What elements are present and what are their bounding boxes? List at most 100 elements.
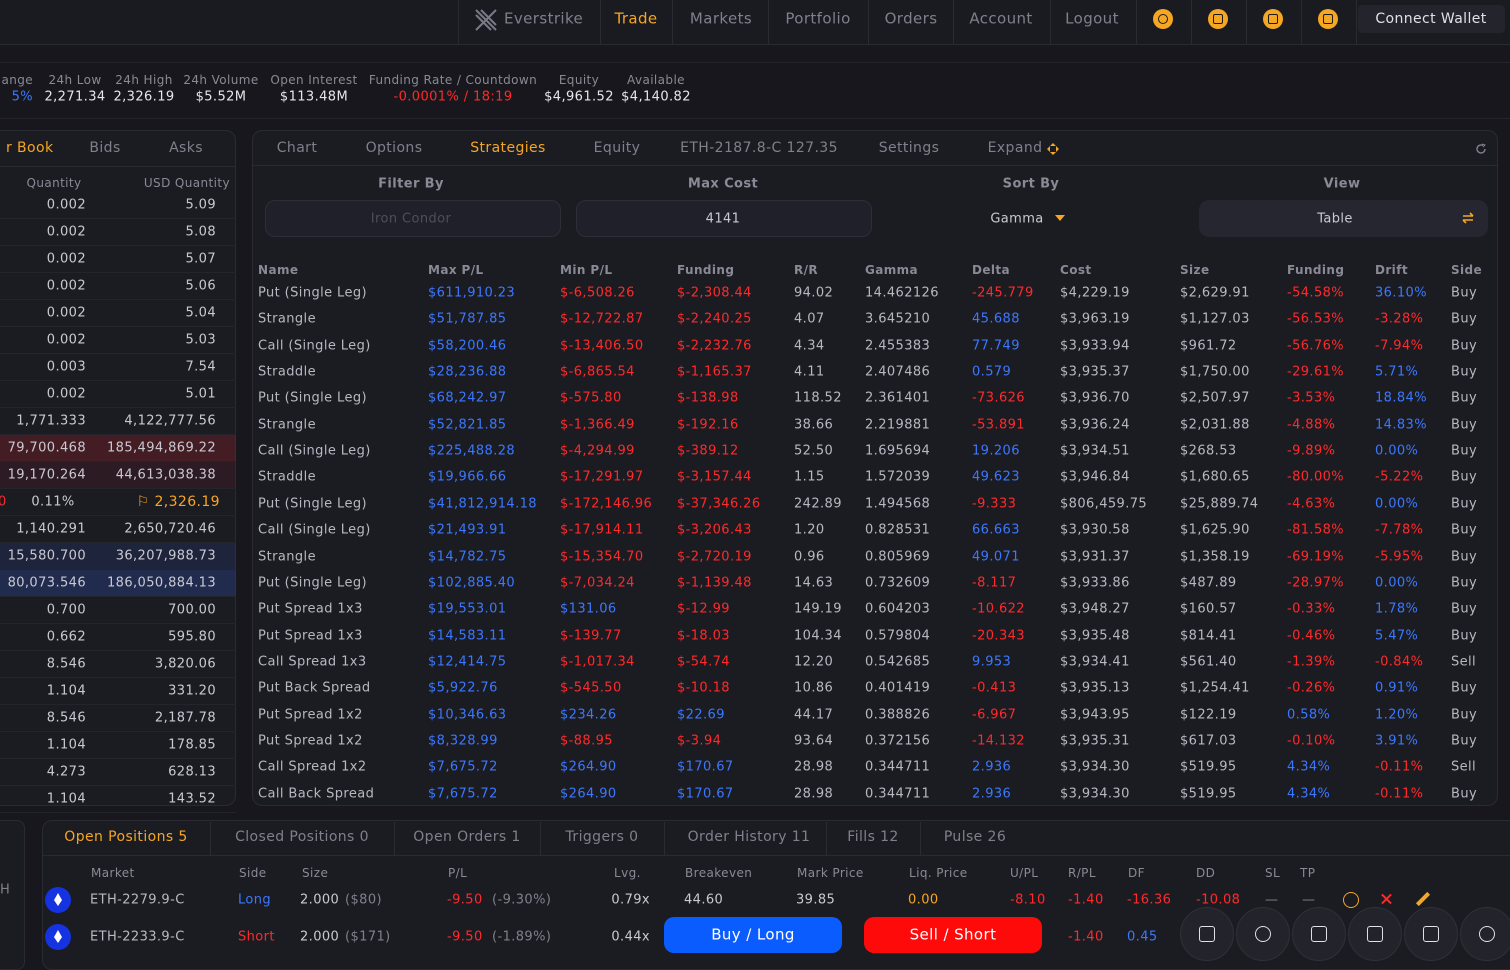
table-cell[interactable]: $-389.12 [677, 443, 739, 459]
table-cell[interactable]: 0.732609 [865, 575, 931, 591]
table-cell[interactable]: $160.57 [1180, 601, 1237, 617]
buy-label[interactable]: Buy / Long [711, 925, 795, 944]
table-cell[interactable]: 0.579804 [865, 628, 931, 644]
table-cell[interactable]: 118.52 [794, 390, 842, 406]
table-cell[interactable]: Buy [1451, 364, 1478, 380]
table-cell[interactable]: $-7,034.24 [560, 575, 635, 591]
table-cell[interactable]: $3,934.41 [1060, 654, 1130, 670]
table-cell[interactable]: 2.936 [972, 786, 1012, 802]
table-cell[interactable]: 94.02 [794, 285, 834, 301]
table-cell[interactable]: Buy [1451, 628, 1478, 644]
table-cell[interactable]: Put (Single Leg) [258, 496, 367, 512]
table-cell[interactable]: Put Spread 1x2 [258, 733, 363, 749]
table-cell[interactable]: Strangle [258, 311, 316, 327]
table-cell[interactable]: $3,933.86 [1060, 575, 1130, 591]
table-cell[interactable]: 0.604203 [865, 601, 931, 617]
table-cell[interactable]: $519.95 [1180, 759, 1237, 775]
table-cell[interactable]: 77.749 [972, 338, 1020, 354]
table-cell[interactable]: $-13,406.50 [560, 338, 644, 354]
nav-item[interactable]: Markets [689, 9, 753, 28]
table-cell[interactable]: $58,200.46 [428, 338, 507, 354]
table-cell[interactable]: 14.462126 [865, 285, 939, 301]
max-cost-input[interactable] [576, 200, 872, 237]
table-cell[interactable]: -4.63% [1287, 496, 1336, 512]
table-cell[interactable]: $3,936.24 [1060, 417, 1130, 433]
table-cell[interactable]: 1.20% [1375, 707, 1419, 723]
table-cell[interactable]: -69.19% [1287, 549, 1345, 564]
table-cell[interactable]: -245.779 [972, 285, 1034, 301]
table-cell[interactable]: -8.117 [972, 575, 1017, 591]
table-cell[interactable]: Buy [1451, 285, 1478, 301]
table-cell[interactable]: 0.828531 [865, 522, 931, 538]
table-cell[interactable]: $102,885.40 [428, 575, 516, 591]
table-cell[interactable]: $122.19 [1180, 707, 1237, 723]
table-cell[interactable]: $1,358.19 [1180, 549, 1250, 564]
table-cell[interactable]: $3,933.94 [1060, 338, 1130, 354]
table-cell[interactable]: -7.78% [1375, 522, 1424, 538]
panel-tab[interactable]: Options [365, 140, 423, 156]
table-cell[interactable]: $19,553.01 [428, 601, 507, 617]
table-cell[interactable]: $2,507.97 [1180, 390, 1250, 406]
table-cell[interactable]: $-192.16 [677, 417, 739, 433]
positions-tab[interactable]: Triggers 0 [565, 829, 639, 845]
table-cell[interactable]: $1,750.00 [1180, 364, 1250, 380]
table-cell[interactable]: 242.89 [794, 496, 842, 512]
connect-button-bg[interactable] [1358, 5, 1505, 33]
table-cell[interactable]: Buy [1451, 549, 1478, 564]
table-cell[interactable]: $519.95 [1180, 786, 1237, 802]
table-cell[interactable]: $22.69 [677, 707, 725, 723]
nav-item[interactable]: Logout [1065, 9, 1119, 28]
expand-icon[interactable] [1046, 142, 1060, 156]
table-cell[interactable]: 52.50 [794, 443, 834, 459]
table-cell[interactable]: $1,127.03 [1180, 311, 1250, 327]
buy-button[interactable] [664, 917, 842, 953]
table-cell[interactable]: $806,459.75 [1060, 496, 1148, 512]
table-cell[interactable]: -1.39% [1287, 654, 1336, 670]
table-cell[interactable]: $-10.18 [677, 680, 730, 696]
table-cell[interactable]: $8,328.99 [428, 733, 498, 749]
table-cell[interactable]: Call (Single Leg) [258, 522, 371, 538]
table-cell[interactable]: -5.22% [1375, 469, 1424, 485]
table-cell[interactable]: 0.401419 [865, 680, 931, 696]
table-cell[interactable]: $10,346.63 [428, 707, 507, 723]
table-cell[interactable]: $3,934.51 [1060, 443, 1130, 459]
table-cell[interactable]: $14,782.75 [428, 549, 507, 564]
table-cell[interactable]: $-3.94 [677, 733, 722, 749]
table-cell[interactable]: $3,935.48 [1060, 628, 1130, 644]
table-cell[interactable]: Buy [1451, 443, 1478, 459]
table-cell[interactable]: Buy [1451, 601, 1478, 617]
table-cell[interactable]: $3,948.27 [1060, 601, 1130, 617]
table-cell[interactable]: $264.90 [560, 786, 617, 802]
table-cell[interactable]: Buy [1451, 575, 1478, 591]
table-cell[interactable]: Straddle [258, 364, 316, 380]
table-cell[interactable]: 149.19 [794, 601, 842, 617]
filter-value[interactable]: Table [1317, 211, 1353, 227]
table-cell[interactable]: 0.00% [1375, 443, 1419, 459]
filter-value[interactable]: Gamma [990, 211, 1044, 227]
table-cell[interactable]: $2,031.88 [1180, 417, 1250, 433]
table-cell[interactable]: $-12.99 [677, 601, 730, 617]
table-cell[interactable]: -5.95% [1375, 549, 1424, 564]
tool-button[interactable] [1348, 907, 1402, 961]
positions-tab[interactable]: Pulse 26 [943, 829, 1007, 845]
table-cell[interactable]: 4.34% [1287, 759, 1331, 775]
table-cell[interactable]: $131.06 [560, 601, 617, 617]
table-cell[interactable]: 0.344711 [865, 786, 931, 802]
table-cell[interactable]: -10.622 [972, 601, 1025, 617]
table-cell[interactable]: -14.132 [972, 733, 1025, 749]
table-cell[interactable]: 14.83% [1375, 417, 1427, 433]
table-cell[interactable]: -0.10% [1287, 733, 1336, 749]
table-cell[interactable]: $3,935.13 [1060, 680, 1130, 696]
table-cell[interactable]: $-4,294.99 [560, 443, 635, 459]
table-cell[interactable]: 1.572039 [865, 469, 931, 485]
table-cell[interactable]: $-1,165.37 [677, 364, 752, 380]
table-cell[interactable]: -6.967 [972, 707, 1017, 723]
positions-tab[interactable]: Open Positions 5 [64, 829, 188, 845]
table-cell[interactable]: -81.58% [1287, 522, 1345, 538]
table-cell[interactable]: 0.91% [1375, 680, 1419, 696]
positions-tab[interactable]: Fills 12 [847, 829, 899, 845]
table-cell[interactable]: 1.695694 [865, 443, 931, 459]
table-cell[interactable]: 1.494568 [865, 496, 931, 512]
table-cell[interactable]: $617.03 [1180, 733, 1237, 749]
table-cell[interactable]: $-15,354.70 [560, 549, 644, 564]
